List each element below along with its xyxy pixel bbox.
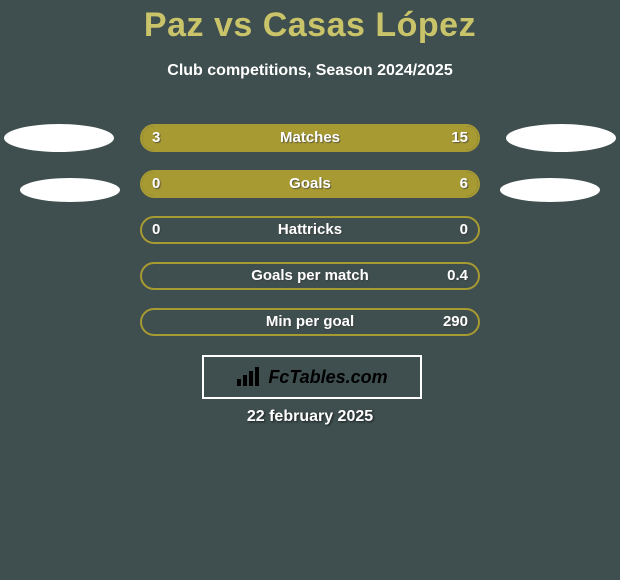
credit-badge: FcTables.com	[202, 355, 422, 399]
stat-label: Matches	[142, 126, 478, 150]
bars-icon	[236, 367, 262, 387]
right-value: 6	[460, 172, 468, 196]
stat-label: Goals per match	[142, 264, 478, 288]
page-subtitle: Club competitions, Season 2024/2025	[0, 62, 620, 80]
right-value: 290	[443, 310, 468, 334]
date-text: 22 february 2025	[0, 408, 620, 426]
page-title: Paz vs Casas López	[0, 6, 620, 45]
player-left-photo-placeholder	[4, 124, 114, 152]
stat-row: 0Hattricks0	[140, 216, 480, 244]
right-value: 0	[460, 218, 468, 242]
club-left-logo-placeholder	[20, 178, 120, 202]
stat-label: Min per goal	[142, 310, 478, 334]
stat-row: 3Matches15	[140, 124, 480, 152]
stat-row: Goals per match0.4	[140, 262, 480, 290]
right-value: 15	[451, 126, 468, 150]
stat-label: Hattricks	[142, 218, 478, 242]
comparison-infographic: Paz vs Casas López Club competitions, Se…	[0, 0, 620, 580]
club-right-logo-placeholder	[500, 178, 600, 202]
credit-text: FcTables.com	[268, 367, 387, 388]
player-right-photo-placeholder	[506, 124, 616, 152]
right-value: 0.4	[447, 264, 468, 288]
stat-row: 0Goals6	[140, 170, 480, 198]
stat-label: Goals	[142, 172, 478, 196]
stat-row: Min per goal290	[140, 308, 480, 336]
stats-rows: 3Matches150Goals60Hattricks0Goals per ma…	[140, 124, 480, 354]
